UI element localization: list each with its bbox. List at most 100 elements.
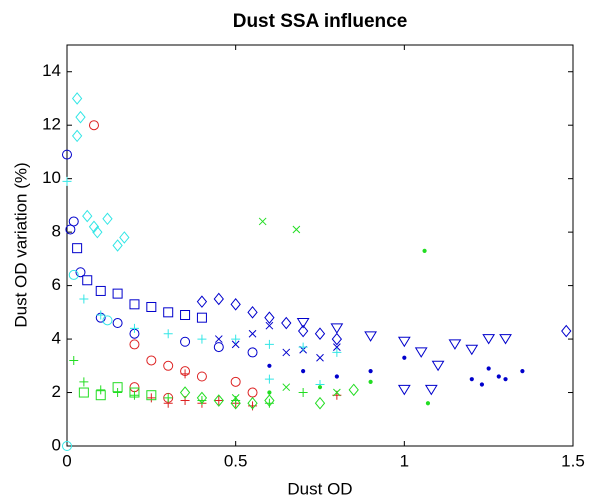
point	[196, 371, 207, 382]
point	[503, 377, 508, 382]
point	[196, 295, 208, 308]
point	[146, 355, 157, 366]
point	[69, 355, 79, 365]
point	[213, 342, 224, 353]
point	[71, 129, 83, 143]
point	[129, 299, 140, 310]
point	[112, 382, 123, 393]
point	[129, 387, 140, 398]
point	[88, 220, 100, 234]
point	[496, 374, 501, 379]
point	[330, 323, 344, 334]
point	[332, 347, 342, 357]
y-tick-label: 8	[52, 222, 61, 241]
point	[561, 324, 572, 338]
x-axis-label: Dust OD	[287, 479, 352, 498]
point	[267, 390, 272, 395]
plot-frame	[66, 44, 574, 447]
point	[129, 390, 139, 400]
point	[119, 231, 130, 244]
x-tick-label: 0	[62, 451, 71, 470]
point	[397, 336, 411, 348]
y-tick-label: 14	[42, 61, 61, 80]
point	[334, 374, 339, 379]
point	[424, 384, 438, 396]
point	[348, 383, 359, 397]
point	[146, 390, 157, 401]
point	[247, 347, 258, 358]
point	[397, 384, 411, 396]
point	[96, 310, 106, 320]
point	[146, 301, 157, 312]
point	[196, 391, 208, 405]
point	[197, 334, 207, 344]
point	[258, 217, 267, 226]
point	[499, 334, 512, 345]
point	[431, 360, 445, 372]
point	[146, 393, 156, 403]
point	[95, 285, 106, 296]
point	[520, 369, 525, 374]
point	[163, 393, 173, 403]
point	[196, 312, 207, 323]
point	[368, 369, 373, 374]
point	[368, 379, 373, 384]
point	[298, 342, 308, 352]
point	[264, 394, 275, 407]
point	[112, 288, 123, 299]
point	[402, 355, 407, 360]
point	[247, 306, 258, 319]
point	[82, 209, 93, 223]
y-tick-label: 6	[52, 275, 61, 294]
point	[482, 334, 496, 345]
point	[265, 321, 274, 330]
point	[486, 366, 491, 371]
point	[333, 343, 341, 351]
point	[82, 275, 93, 286]
point	[112, 239, 123, 252]
point	[314, 396, 326, 410]
point	[180, 336, 191, 347]
point	[88, 120, 99, 131]
point	[214, 335, 223, 343]
y-tick-label: 12	[42, 115, 61, 134]
point	[102, 212, 113, 226]
point	[180, 310, 191, 321]
point	[448, 339, 462, 350]
point	[68, 269, 79, 280]
y-tick-label: 4	[52, 329, 61, 348]
point	[267, 363, 272, 368]
point	[247, 396, 258, 410]
point	[79, 377, 89, 387]
point	[264, 339, 274, 349]
point	[71, 92, 83, 105]
point	[129, 323, 139, 333]
point	[414, 347, 428, 358]
point	[301, 369, 306, 374]
point	[129, 339, 140, 350]
point	[65, 224, 76, 235]
point	[298, 388, 308, 398]
point	[96, 385, 106, 395]
point	[92, 225, 103, 239]
point	[62, 176, 72, 186]
point	[95, 390, 106, 401]
point	[163, 307, 174, 318]
x-tick-label: 0.5	[224, 451, 248, 470]
point	[317, 385, 323, 390]
point	[62, 441, 72, 451]
point	[425, 401, 431, 406]
point	[422, 248, 427, 253]
point	[479, 382, 485, 387]
point	[163, 360, 174, 371]
point	[213, 394, 224, 407]
point	[230, 376, 241, 387]
point	[72, 243, 83, 254]
point	[79, 294, 89, 304]
point	[113, 388, 123, 398]
point	[316, 353, 324, 362]
point	[213, 292, 224, 306]
point	[78, 387, 89, 398]
y-tick-label: 0	[52, 435, 61, 454]
